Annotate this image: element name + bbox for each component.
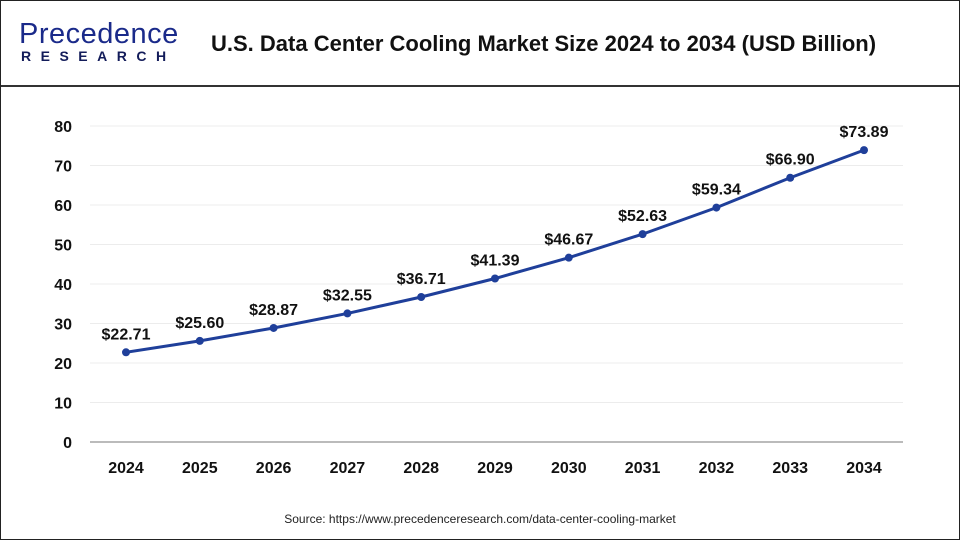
data-point: [786, 173, 795, 182]
data-label: $25.60: [175, 315, 224, 332]
data-point: [417, 292, 426, 301]
data-label: $52.63: [618, 208, 667, 225]
series-line: [125, 148, 865, 354]
data-point: [564, 253, 573, 262]
data-label: $46.67: [544, 232, 593, 249]
data-point: [122, 348, 130, 357]
x-tick-label: 2025: [182, 460, 218, 477]
x-tick-label: 2029: [477, 460, 513, 477]
data-point: [491, 274, 499, 283]
chart-title: U.S. Data Center Cooling Market Size 202…: [211, 31, 877, 56]
logo-line1: Precedence: [19, 18, 179, 50]
data-label: $73.89: [840, 124, 889, 141]
y-tick-label: 0: [63, 435, 72, 452]
x-tick-label: 2032: [699, 460, 735, 477]
y-tick-label: 30: [54, 317, 72, 334]
x-tick-label: 2027: [330, 460, 366, 477]
x-tick-label: 2034: [846, 460, 882, 477]
data-point: [712, 203, 721, 212]
logo-line2: RESEARCH: [21, 48, 176, 64]
data-point: [195, 336, 204, 345]
x-tick-label: 2024: [108, 460, 144, 477]
data-label: $36.71: [397, 271, 446, 288]
y-tick-label: 20: [54, 356, 72, 373]
y-tick-label: 70: [54, 159, 72, 176]
y-tick-label: 50: [54, 238, 72, 255]
data-label: $59.34: [692, 182, 741, 199]
y-tick-label: 80: [54, 119, 72, 136]
data-label: $28.87: [249, 302, 298, 319]
data-label: $22.71: [102, 326, 151, 343]
header: Precedence RESEARCH U.S. Data Center Coo…: [1, 1, 959, 87]
y-tick-label: 10: [54, 396, 72, 413]
y-tick-label: 60: [54, 198, 72, 215]
y-tick-label: 40: [54, 277, 72, 294]
data-label: $32.55: [323, 287, 372, 304]
source-note: Source: https://www.precedenceresearch.c…: [284, 512, 676, 526]
logo: Precedence RESEARCH: [19, 19, 179, 63]
data-label: $41.39: [471, 253, 520, 270]
x-tick-label: 2026: [256, 460, 292, 477]
x-tick-label: 2030: [551, 460, 587, 477]
data-point: [269, 323, 278, 332]
x-tick-label: 2028: [403, 460, 439, 477]
data-point: [343, 309, 352, 318]
data-point: [860, 146, 868, 155]
data-point: [638, 230, 647, 239]
x-tick-label: 2033: [772, 460, 808, 477]
data-label: $66.90: [766, 152, 815, 169]
x-tick-label: 2031: [625, 460, 661, 477]
